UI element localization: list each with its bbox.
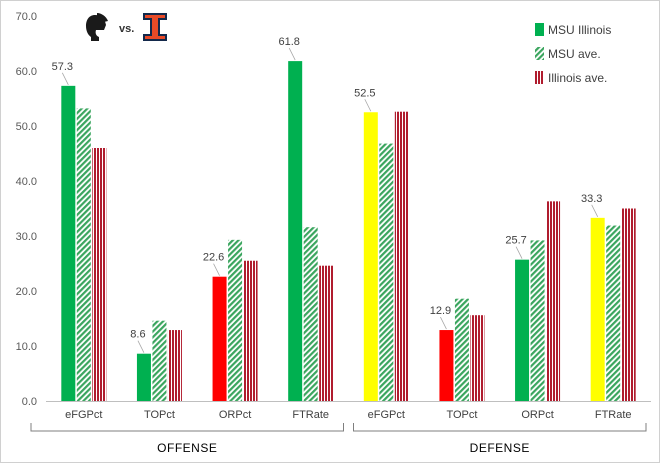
group-label: DEFENSE xyxy=(470,441,530,455)
data-label-leader xyxy=(515,246,523,259)
x-category-label: ORPct xyxy=(521,409,553,421)
group-label: OFFENSE xyxy=(157,441,217,455)
y-tick-label: 50.0 xyxy=(16,121,37,133)
vs-text: vs. xyxy=(119,23,134,35)
y-tick-label: 10.0 xyxy=(16,341,37,353)
bar xyxy=(470,315,485,401)
group-bracket xyxy=(30,423,344,432)
bar xyxy=(515,259,530,401)
data-label: 25.7 xyxy=(505,235,526,247)
bar xyxy=(212,276,227,401)
data-label-leader xyxy=(591,204,599,218)
bar xyxy=(92,148,107,401)
y-tick-label: 0.0 xyxy=(22,396,37,408)
legend-swatch xyxy=(535,23,544,36)
bar xyxy=(546,201,561,401)
bar xyxy=(439,330,454,401)
bar xyxy=(379,143,394,401)
bar xyxy=(606,225,621,401)
x-category-label: ORPct xyxy=(219,409,251,421)
x-category-label: TOPct xyxy=(446,409,477,421)
bar xyxy=(454,298,469,401)
bar xyxy=(243,260,258,401)
bar xyxy=(621,208,636,401)
bar xyxy=(590,217,605,401)
data-labels-layer: 57.3 8.6 22.6 61.8 52.5 12.9 25.7 33.3 xyxy=(52,36,602,353)
bar xyxy=(76,108,91,402)
y-tick-label: 20.0 xyxy=(16,286,37,298)
x-axis: eFGPct TOPct ORPct FTRate eFGPct TOPct ORPct FT… xyxy=(30,401,651,455)
data-label-leader xyxy=(61,72,69,86)
x-category-label: FTRate xyxy=(595,409,632,421)
bar xyxy=(288,61,303,401)
data-label-leader xyxy=(288,47,296,61)
bar xyxy=(152,320,167,401)
x-category-label: FTRate xyxy=(292,409,329,421)
spartan-helmet-logo xyxy=(86,13,108,41)
bar xyxy=(228,239,243,401)
x-category-label: eFGPct xyxy=(368,409,405,421)
legend-label: MSU ave. xyxy=(548,47,601,61)
y-tick-label: 70.0 xyxy=(16,11,37,23)
data-label: 22.6 xyxy=(203,252,224,264)
illinois-i-logo xyxy=(143,13,167,41)
y-tick-label: 60.0 xyxy=(16,66,37,78)
bar xyxy=(530,240,545,401)
bar xyxy=(319,265,334,401)
data-label-leader xyxy=(137,340,145,353)
group-bracket xyxy=(353,423,647,432)
data-label-leader xyxy=(364,99,372,112)
data-label: 12.9 xyxy=(430,305,451,317)
x-category-label: TOPct xyxy=(144,409,175,421)
legend-label: Illinois ave. xyxy=(548,71,607,85)
data-label: 52.5 xyxy=(354,87,375,99)
bar xyxy=(394,111,409,401)
data-label: 57.3 xyxy=(52,61,73,73)
data-label: 61.8 xyxy=(278,36,299,48)
y-tick-label: 40.0 xyxy=(16,176,37,188)
legend-label: MSU Illinois xyxy=(548,23,611,37)
bars-layer xyxy=(61,61,636,402)
bar xyxy=(61,85,76,401)
y-tick-label: 30.0 xyxy=(16,231,37,243)
bar xyxy=(303,227,318,401)
bar xyxy=(136,353,151,401)
data-label: 8.6 xyxy=(130,329,145,341)
legend: MSU Illinois MSU ave. Illinois ave. xyxy=(535,23,611,85)
y-axis: 0.0 10.0 20.0 30.0 40.0 50.0 60.0 70.0 xyxy=(16,11,37,408)
legend-swatch xyxy=(535,71,544,84)
bar xyxy=(363,112,378,401)
data-label-leader xyxy=(440,316,447,330)
bar xyxy=(167,330,182,401)
legend-swatch xyxy=(535,47,544,60)
chart-header: vs. xyxy=(86,13,167,41)
x-category-label: eFGPct xyxy=(65,409,102,421)
data-label: 33.3 xyxy=(581,193,602,205)
data-label-leader xyxy=(213,263,220,276)
